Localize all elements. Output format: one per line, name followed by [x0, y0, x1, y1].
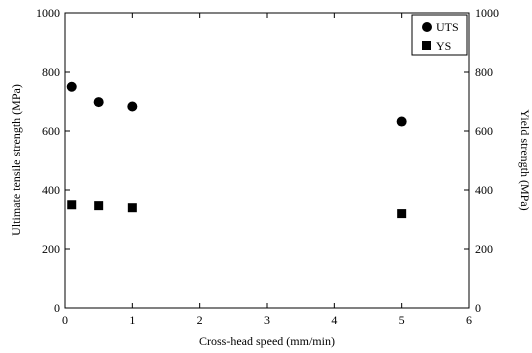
ys-point-3 — [397, 209, 407, 219]
x-tick-label-3: 3 — [264, 313, 270, 327]
x-tick-label-6: 6 — [466, 313, 472, 327]
y-tick-label-5: 1000 — [36, 6, 60, 20]
x-axis-label: Cross-head speed (mm/min) — [199, 334, 335, 348]
ys-point-1 — [94, 201, 104, 211]
x-axis: 0 1 2 3 4 5 6 — [62, 13, 472, 327]
y2-axis-label: Yield strength (MPa) — [518, 109, 532, 210]
y-tick-label-0: 0 — [54, 301, 60, 315]
legend-uts-marker — [422, 22, 432, 32]
y-tick-label-3: 600 — [42, 124, 60, 138]
y2-tick-label-4: 800 — [475, 65, 493, 79]
y-axis-right: 0 200 400 600 800 1000 — [464, 6, 499, 315]
y2-tick-label-2: 400 — [475, 183, 493, 197]
x-tick-label-5: 5 — [399, 313, 405, 327]
x-tick-label-0: 0 — [62, 313, 68, 327]
legend-ys-label: YS — [436, 39, 451, 53]
ys-point-0 — [67, 200, 77, 210]
y-tick-label-2: 400 — [42, 183, 60, 197]
y2-tick-label-1: 200 — [475, 242, 493, 256]
x-tick-label-1: 1 — [129, 313, 135, 327]
uts-point-2 — [127, 101, 138, 112]
x-tick-label-4: 4 — [331, 313, 337, 327]
uts-point-0 — [66, 81, 77, 92]
y-tick-label-1: 200 — [42, 242, 60, 256]
y-axis-label: Ultimate tensile strength (MPa) — [9, 84, 23, 236]
uts-point-1 — [93, 97, 104, 108]
legend-box — [411, 14, 468, 56]
y2-tick-label-5: 1000 — [475, 6, 499, 20]
plot-frame — [64, 12, 470, 309]
data-points — [66, 81, 407, 219]
x-tick-label-2: 2 — [197, 313, 203, 327]
legend: UTS YS — [411, 14, 468, 56]
uts-point-3 — [396, 116, 407, 127]
ys-point-2 — [127, 203, 137, 213]
y-axis-left: 0 200 400 600 800 1000 — [36, 6, 70, 315]
y-tick-label-4: 800 — [42, 65, 60, 79]
legend-uts-label: UTS — [436, 20, 459, 34]
y2-tick-label-0: 0 — [475, 301, 481, 315]
y2-tick-label-3: 600 — [475, 124, 493, 138]
legend-ys-marker — [422, 41, 431, 50]
